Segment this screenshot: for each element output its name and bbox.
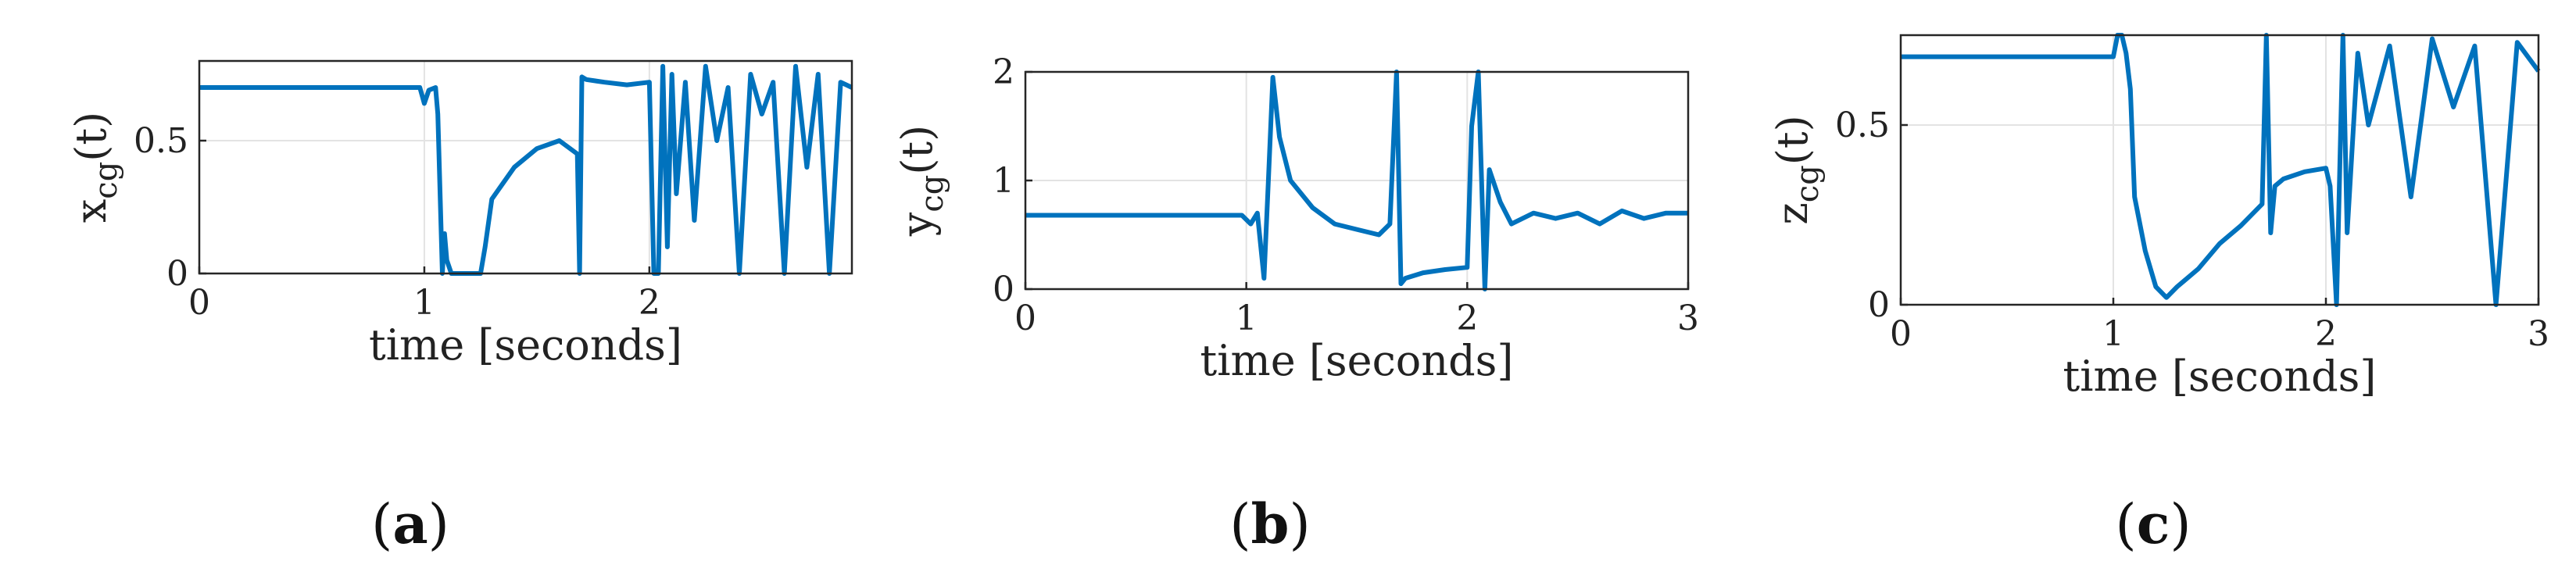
x-tick-label: 2: [2315, 314, 2337, 354]
y-tick-label: 0: [1868, 285, 1890, 325]
panel-label: (b): [1229, 491, 1311, 556]
x-axis-label: time [seconds]: [1200, 336, 1514, 385]
y-axis-label: zcg(t): [1768, 115, 1826, 224]
x-tick-label: 1: [2102, 314, 2124, 354]
x-axis-label: time [seconds]: [369, 320, 682, 370]
panel-c: 0 1 2 3 0 0.5 time [seconds] zcg(t) (c): [1768, 33, 2549, 556]
panel-label: (c): [2115, 491, 2191, 556]
y-axis-label-base: y: [893, 212, 942, 237]
y-axis-label-suffix: (t): [1768, 115, 1817, 165]
y-axis-label-suffix: (t): [66, 112, 116, 162]
x-tick-label: 2: [639, 283, 660, 323]
y-axis-label-subscript: cg: [914, 175, 950, 213]
x-tick-label: 1: [413, 283, 435, 323]
y-axis-label: ycg(t): [893, 125, 950, 237]
x-tick-label: 1: [1236, 298, 1258, 338]
axes-box: [1899, 34, 2540, 306]
x-tick-label: 2: [1456, 298, 1478, 338]
y-tick-label: 0.5: [1835, 105, 1890, 145]
x-tick-label: 0: [1014, 298, 1036, 338]
x-tick-label: 3: [2528, 314, 2549, 354]
panel-a: 0 1 2 0 0.5 time [seconds] xcg(t) (a): [66, 59, 853, 556]
y-axis-label-base: z: [1768, 202, 1817, 224]
y-axis-label-base: x: [66, 199, 116, 223]
y-axis-label-suffix: (t): [893, 125, 942, 175]
y-tick-label: 2: [993, 52, 1014, 92]
x-axis-label: time [seconds]: [2063, 352, 2377, 401]
y-tick-label: 0.5: [134, 121, 188, 161]
x-tick-label: 0: [1890, 314, 1912, 354]
series-line: [199, 63, 853, 276]
panel-label: (a): [371, 491, 449, 556]
x-tick-label: 3: [1677, 298, 1699, 338]
y-axis-label: xcg(t): [66, 112, 124, 223]
y-tick-label: 0: [993, 270, 1014, 309]
axes-box: [198, 59, 853, 275]
y-tick-label: 1: [993, 161, 1014, 201]
y-axis-label-subscript: cg: [88, 162, 124, 199]
y-tick-label: 0: [166, 254, 188, 294]
series-line: [1025, 70, 1688, 291]
x-tick-label: 0: [188, 283, 210, 323]
y-axis-label-subscript: cg: [1790, 165, 1826, 202]
series-line: [1901, 33, 2541, 307]
